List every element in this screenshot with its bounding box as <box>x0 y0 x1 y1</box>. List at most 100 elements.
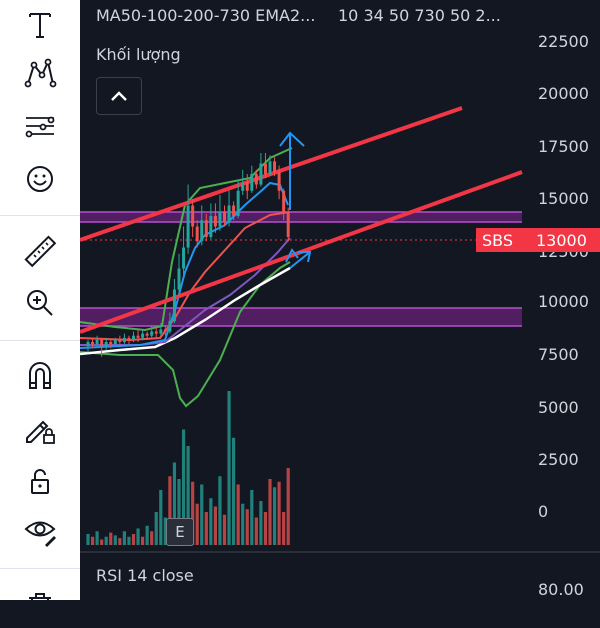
ruler-icon <box>24 235 57 268</box>
rsi-tick: 80.00 <box>538 580 584 599</box>
collapse-legend-button[interactable] <box>96 77 142 115</box>
candle[interactable] <box>86 339 90 353</box>
candle[interactable] <box>150 325 154 338</box>
candle[interactable] <box>122 333 126 345</box>
candle-series[interactable] <box>86 153 290 357</box>
projection-arrows[interactable] <box>279 131 312 269</box>
candle[interactable] <box>177 253 181 296</box>
candle[interactable] <box>250 165 254 193</box>
candle[interactable] <box>191 199 195 237</box>
candle[interactable] <box>268 155 272 177</box>
candle[interactable] <box>95 335 99 347</box>
volume-bar <box>250 490 254 545</box>
candle[interactable] <box>118 335 122 347</box>
candle[interactable] <box>277 165 281 200</box>
candle[interactable] <box>159 323 163 336</box>
candle[interactable] <box>209 203 213 240</box>
candle[interactable] <box>263 153 267 179</box>
price-tick: 10000 <box>538 292 589 311</box>
magnet-icon <box>29 362 51 389</box>
pattern-icon <box>24 58 57 88</box>
candle[interactable] <box>223 205 226 227</box>
candle[interactable] <box>132 331 135 343</box>
volume-bar <box>145 525 149 545</box>
candle[interactable] <box>154 327 158 338</box>
earnings-event-badge[interactable]: E <box>166 518 194 546</box>
hide-tool-button[interactable] <box>0 505 80 555</box>
resistance-zone[interactable] <box>80 211 522 223</box>
candle[interactable] <box>200 205 204 246</box>
candle[interactable] <box>109 339 113 349</box>
candle[interactable] <box>172 279 176 324</box>
last-price-symbol: SBS <box>482 231 514 250</box>
candle[interactable] <box>104 337 108 351</box>
indicator-name[interactable]: MA50-100-200-730 EMA2... <box>96 6 316 25</box>
volume-bar <box>245 509 249 545</box>
support-zone[interactable] <box>80 307 522 327</box>
candle[interactable] <box>204 213 208 242</box>
toolbar-divider <box>0 215 80 216</box>
candle[interactable] <box>195 220 199 248</box>
candle[interactable] <box>182 226 186 275</box>
sma-white <box>80 266 291 356</box>
pattern-tool-button[interactable] <box>0 48 80 98</box>
price-chart[interactable] <box>80 0 600 600</box>
volume-bar <box>282 512 286 545</box>
candle[interactable] <box>232 201 236 221</box>
zoom-tool-button[interactable] <box>0 278 80 328</box>
bollinger-lower <box>80 261 291 408</box>
emoji-tool-button[interactable] <box>0 154 80 204</box>
candle[interactable] <box>145 331 149 340</box>
price-tick: 7500 <box>538 345 579 364</box>
candle[interactable] <box>186 184 190 254</box>
chart-pane[interactable]: MA50-100-200-730 EMA2... 10 34 50 730 50… <box>80 0 600 600</box>
text-tool-button[interactable] <box>0 0 80 50</box>
candle[interactable] <box>218 195 222 231</box>
pencil-lock-icon <box>26 420 55 444</box>
candle[interactable] <box>141 329 145 340</box>
unlock-icon <box>31 469 49 494</box>
candle[interactable] <box>213 203 217 233</box>
volume-bar <box>191 481 195 545</box>
volume-bar <box>163 517 167 545</box>
forecast-tool-button[interactable] <box>0 102 80 152</box>
candle[interactable] <box>254 169 258 189</box>
volume-bar <box>195 503 199 545</box>
volume-bar <box>241 503 245 545</box>
volume-bar <box>168 476 172 545</box>
last-price-label[interactable]: SBS 13000 <box>476 228 600 252</box>
price-tick: 17500 <box>538 137 589 156</box>
volume-bar <box>131 534 136 545</box>
candle[interactable] <box>136 329 140 342</box>
candle[interactable] <box>236 180 240 219</box>
candle[interactable] <box>227 190 231 227</box>
volume-bar <box>118 538 122 545</box>
candle[interactable] <box>100 337 104 357</box>
candle[interactable] <box>241 169 245 195</box>
volume-bar <box>141 536 145 545</box>
candle[interactable] <box>282 188 286 221</box>
candle[interactable] <box>286 207 290 242</box>
volume-bar <box>172 462 177 545</box>
volume-label[interactable]: Khối lượng <box>96 45 181 64</box>
magnet-tool-button[interactable] <box>0 350 80 400</box>
volume-bar <box>90 536 95 545</box>
volume-bar <box>209 498 213 545</box>
candle[interactable] <box>168 312 172 334</box>
volume-bar <box>177 479 181 545</box>
last-price-value: 13000 <box>536 231 587 250</box>
rsi-label[interactable]: RSI 14 close <box>96 566 194 585</box>
candle[interactable] <box>127 335 131 345</box>
volume-bar <box>227 391 231 545</box>
candle[interactable] <box>259 153 263 187</box>
trash-tool-button[interactable] <box>0 578 80 628</box>
candle[interactable] <box>163 325 167 336</box>
lock-all-tool-button[interactable] <box>0 456 80 506</box>
candle[interactable] <box>273 157 277 177</box>
measure-tool-button[interactable] <box>0 226 80 276</box>
volume-bar <box>109 532 113 545</box>
candle[interactable] <box>91 337 95 349</box>
lock-drawing-tool-button[interactable] <box>0 404 80 454</box>
candle[interactable] <box>245 174 249 200</box>
candle[interactable] <box>113 337 117 347</box>
